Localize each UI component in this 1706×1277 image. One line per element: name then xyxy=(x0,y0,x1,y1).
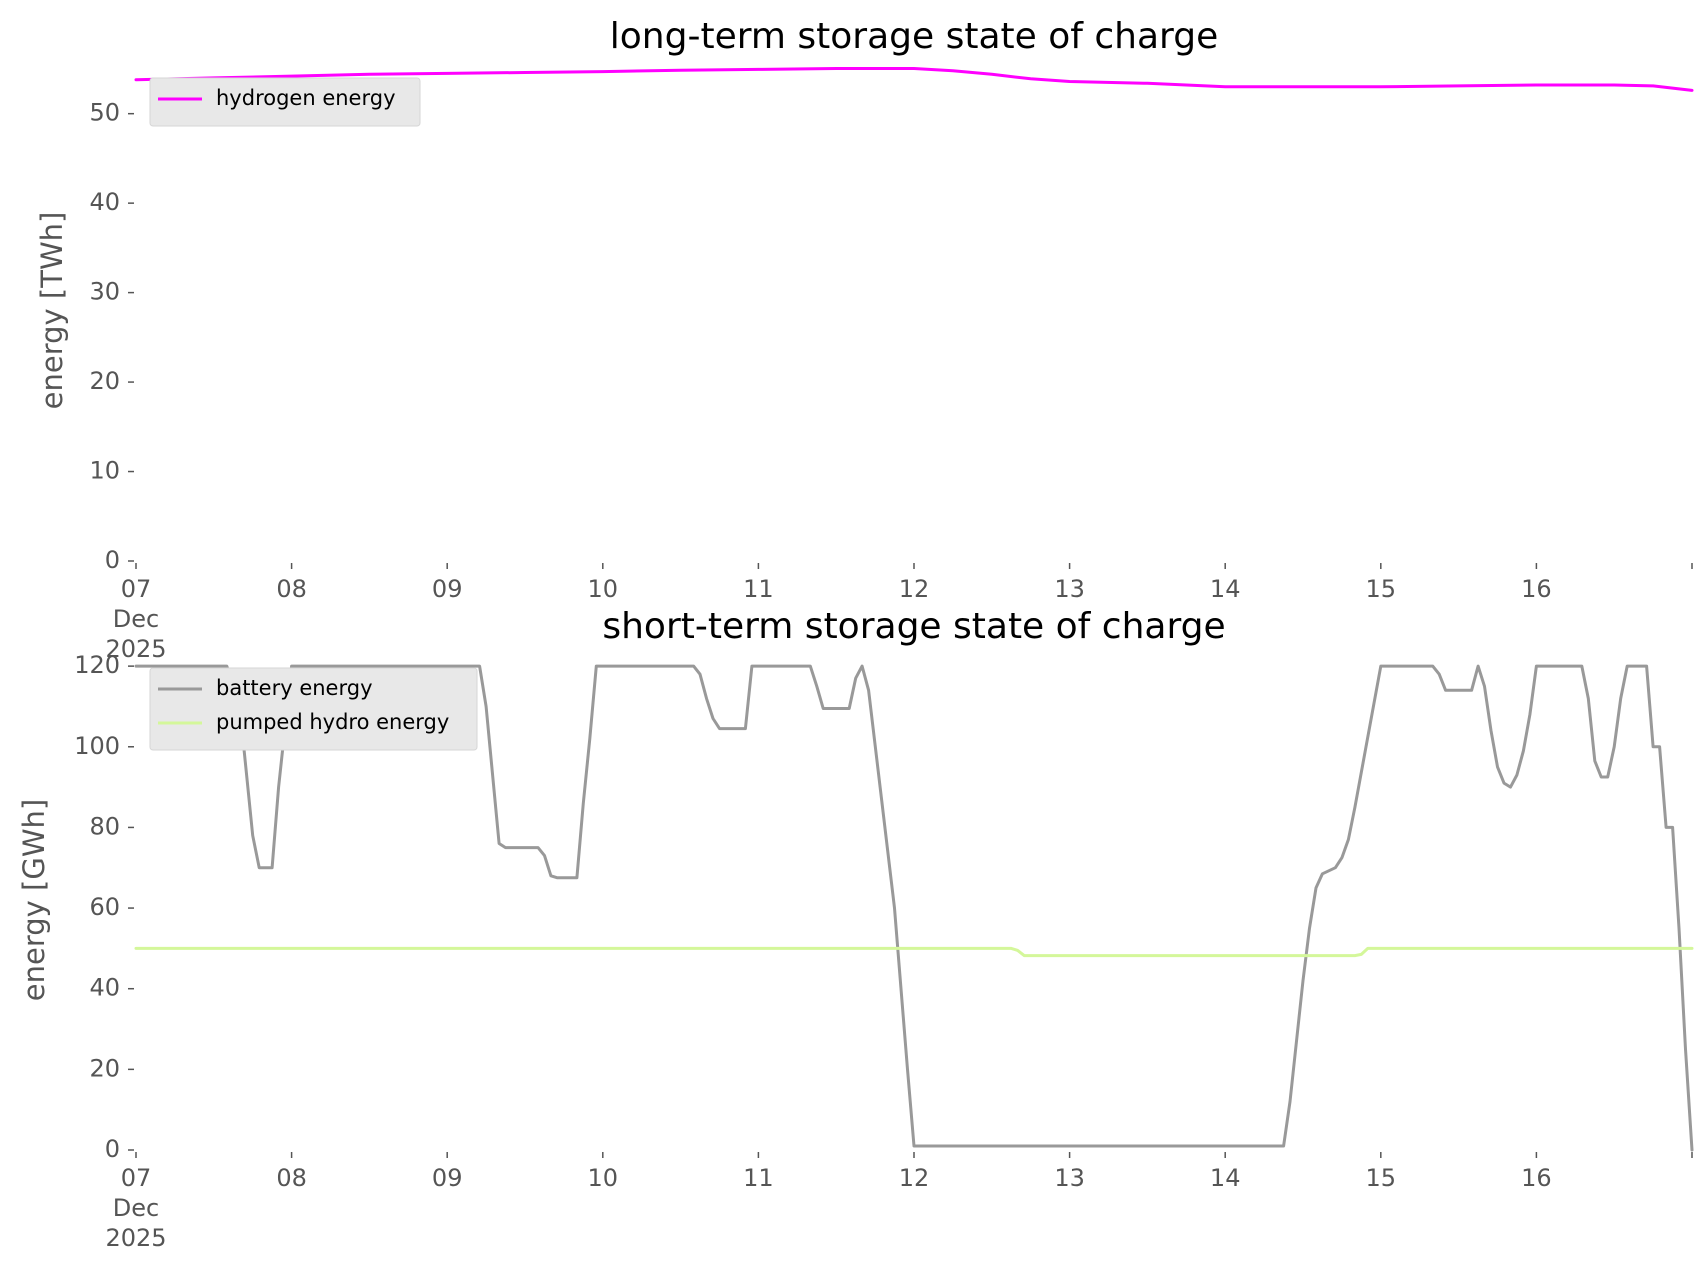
series-line-battery-energy xyxy=(134,664,1694,1152)
x-tick-label: 10 xyxy=(588,1164,619,1192)
x-tick-label: 08 xyxy=(276,575,307,603)
x-tick-label: 07 xyxy=(121,1164,152,1192)
x-tick-label: 09 xyxy=(432,575,463,603)
x-tick-label: 16 xyxy=(1521,1164,1552,1192)
x-tick-label: 15 xyxy=(1366,575,1397,603)
y-tick-label: 120 xyxy=(74,651,120,679)
y-tick-label: 0 xyxy=(105,1135,120,1163)
y-tick-label: 60 xyxy=(89,893,120,921)
chart-panel-1: long-term storage state of charge energy … xyxy=(35,16,1694,663)
y-tick-label: 10 xyxy=(89,457,120,485)
x-tick-label: 07 xyxy=(121,575,152,603)
legend-entry: hydrogen energy xyxy=(216,86,396,110)
y-axis-label: energy [GWh] xyxy=(17,799,51,1001)
y-tick-label: 30 xyxy=(89,278,120,306)
x-tick-label: 14 xyxy=(1210,575,1241,603)
legend-box xyxy=(149,77,421,127)
legend: battery energy pumped hydro energy xyxy=(149,667,478,751)
x-tick-label: 13 xyxy=(1054,575,1085,603)
x-tick-label: 13 xyxy=(1054,1164,1085,1192)
x-tick-label: 14 xyxy=(1210,1164,1241,1192)
chart-title: long-term storage state of charge xyxy=(610,16,1218,57)
y-tick-label: 50 xyxy=(89,99,120,127)
chart-panel-2: short-term storage state of charge energy… xyxy=(17,606,1694,1252)
legend-entry: battery energy xyxy=(216,676,373,700)
series-line-hydrogen-energy xyxy=(134,67,1694,92)
x-tick-label: 11 xyxy=(743,1164,774,1192)
x-tick-sublabel: 2025 xyxy=(105,1224,166,1252)
legend-entry: pumped hydro energy xyxy=(216,710,449,734)
y-tick-label: 40 xyxy=(89,188,120,216)
x-tick-label: 16 xyxy=(1521,575,1552,603)
x-tick-label: 10 xyxy=(588,575,619,603)
x-tick-label: 12 xyxy=(899,1164,930,1192)
x-tick-sublabel: Dec xyxy=(113,605,159,633)
y-tick-label: 40 xyxy=(89,974,120,1002)
legend: hydrogen energy xyxy=(149,77,421,127)
x-tick-label: 12 xyxy=(899,575,930,603)
x-tick-sublabel: 2025 xyxy=(105,635,166,663)
chart-title: short-term storage state of charge xyxy=(602,606,1225,647)
series-line-pumped-hydro-energy xyxy=(134,946,1694,958)
y-axis-label: energy [TWh] xyxy=(35,212,69,410)
legend-box xyxy=(149,667,478,751)
x-tick-sublabel: Dec xyxy=(113,1194,159,1222)
x-tick-label: 08 xyxy=(276,1164,307,1192)
x-tick-label: 15 xyxy=(1366,1164,1397,1192)
y-tick-label: 100 xyxy=(74,732,120,760)
x-tick-label: 11 xyxy=(743,575,774,603)
y-tick-label: 20 xyxy=(89,367,120,395)
y-tick-label: 20 xyxy=(89,1054,120,1082)
y-tick-label: 0 xyxy=(105,546,120,574)
x-tick-label: 09 xyxy=(432,1164,463,1192)
y-tick-label: 80 xyxy=(89,812,120,840)
